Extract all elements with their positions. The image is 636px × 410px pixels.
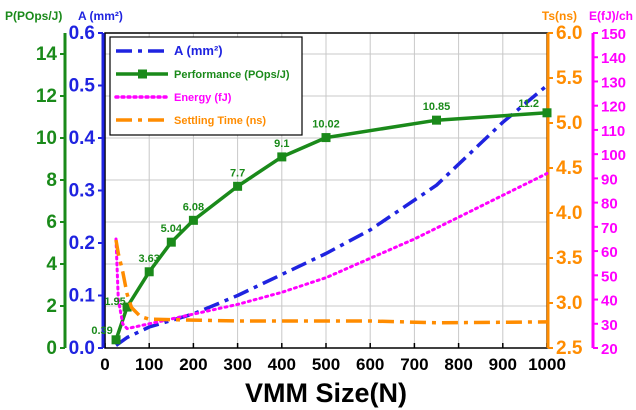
y-tick-label-area: 0.6 [69,23,95,44]
legend-label-perf: Performance (POps/J) [174,69,290,81]
y-tick-label-perf: 0 [46,338,57,359]
y-tick-label-perf: 2 [46,296,57,317]
y-tick-label-energy: 130 [601,74,626,91]
y-tick-label-energy: 70 [601,220,618,237]
axis-label-perf: P(POps/J) [5,9,62,23]
axis-label-area: A (mm²) [78,9,123,23]
data-label: 10.02 [312,119,340,131]
legend-label-energy: Energy (fJ) [174,92,232,104]
x-tick-label: 0 [100,355,109,374]
y-tick-label-ts: 5.0 [556,113,582,134]
data-label: 1.95 [104,296,125,308]
series-point-perf [111,335,121,345]
data-label: 9.1 [274,138,289,150]
x-tick-label: 700 [400,355,428,374]
series-line-perf [114,111,548,341]
y-tick-label-perf: 14 [36,44,58,65]
data-label: 7.7 [230,167,245,179]
y-tick-label-area: 0.3 [69,181,95,202]
series-layer [111,84,552,347]
series-point-perf [542,108,552,118]
x-tick-label: 600 [356,355,384,374]
series-line-ts [114,239,548,325]
y-tick-label-area: 0.4 [69,128,96,149]
series-point-perf [122,302,132,312]
y-tick-label-ts: 3.5 [556,248,583,269]
y-tick-label-perf: 10 [36,128,57,149]
data-label: 0.39 [91,325,112,337]
series-point-perf [321,133,331,143]
x-tick-label: 1000 [528,355,566,374]
y-tick-label-energy: 100 [601,147,626,164]
y-tick-label-ts: 5.5 [556,68,583,89]
axis-label-ts: Ts(ns) [542,9,577,23]
series-point-perf [188,215,198,225]
data-label: 3.63 [138,253,159,265]
y-tick-label-ts: 2.5 [556,338,583,359]
y-tick-label-perf: 8 [46,170,57,191]
y-tick-label-area: 0.0 [69,338,95,359]
y-tick-label-perf: 12 [36,86,57,107]
y-tick-label-area: 0.2 [69,233,95,254]
x-tick-label: 300 [223,355,251,374]
y-tick-label-energy: 140 [601,50,626,67]
series-line-energy [114,172,549,331]
y-tick-label-energy: 50 [601,268,618,285]
y-tick-label-perf: 6 [46,212,57,233]
series-point-perf [277,152,287,162]
y-tick-label-energy: 20 [601,341,618,358]
series-point-perf [432,115,441,125]
legend-label-area: A (mm²) [174,43,223,58]
y-tick-label-energy: 90 [601,171,618,188]
y-tick-label-ts: 3.0 [556,293,582,314]
y-tick-label-area: 0.1 [69,286,96,307]
y-tick-label-ts: 6.0 [556,23,582,44]
y-tick-label-energy: 120 [601,99,626,116]
y-tick-label-ts: 4.5 [556,158,583,179]
legend-marker-perf [138,69,147,79]
legend: A (mm²) Performance (POps/J) Energy (fJ) Se… [109,36,303,136]
x-tick-label: 500 [312,355,340,374]
series-point-perf [144,267,154,277]
y-tick-label-energy: 60 [601,244,618,261]
y-tick-label-energy: 30 [601,317,618,334]
y-tick-label-ts: 4.0 [556,203,582,224]
data-label: 5.04 [161,223,183,235]
x-tick-label: 900 [489,355,517,374]
y-tick-label-energy: 80 [601,196,618,213]
series-point-perf [233,181,243,191]
legend-label-ts: Settling Time (ns) [174,115,266,127]
x-tick-label: 400 [268,355,296,374]
series-point-perf [166,237,176,247]
axis-label-energy: E(fJ)/ch [589,9,633,23]
x-axis-label: VMM Size(N) [245,378,407,408]
y-tick-label-perf: 4 [46,254,57,275]
series-line-area [114,84,549,347]
x-tick-label: 800 [444,355,472,374]
data-labels: 0.39 1.95 3.63 5.046.08 7.7 9.1 10.02 10.85 11.2 [91,98,539,337]
y-tick-label-area: 0.5 [69,76,96,97]
data-label: 6.08 [183,201,204,213]
data-label: 10.85 [423,101,451,113]
data-label: 11.2 [518,98,539,110]
y-tick-label-energy: 110 [601,123,625,140]
x-tick-label: 200 [179,355,207,374]
y-tick-label-energy: 150 [601,26,626,43]
y-tick-label-energy: 40 [601,293,618,310]
x-tick-label: 100 [135,355,163,374]
